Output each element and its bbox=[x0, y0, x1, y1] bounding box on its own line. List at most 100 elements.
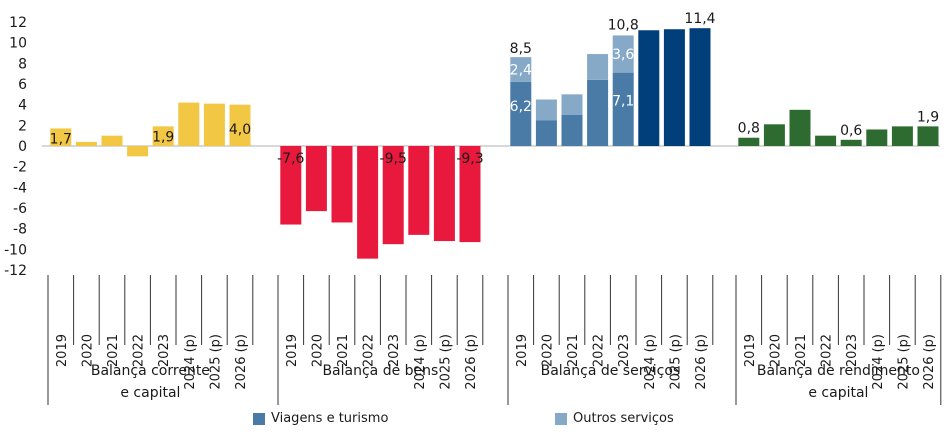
data-label: 0,8 bbox=[738, 121, 760, 137]
category-label: 2024 (p) bbox=[413, 334, 428, 390]
category-label: 2024 (p) bbox=[871, 334, 886, 390]
group-label: Balança de rendimento bbox=[757, 363, 920, 379]
group-label: Balança de serviços bbox=[541, 363, 681, 379]
y-tick-label: 4 bbox=[18, 98, 27, 114]
bar bbox=[763, 124, 785, 146]
y-tick-label: -4 bbox=[13, 180, 27, 196]
bar bbox=[280, 146, 302, 225]
legend-viagens: Viagens e turismo bbox=[253, 411, 388, 426]
category-label: 2020 bbox=[768, 334, 783, 367]
bar bbox=[689, 28, 711, 147]
legend-swatch-outros bbox=[555, 412, 567, 425]
category-label: 2025 (p) bbox=[668, 334, 683, 390]
category-label: 2026 (p) bbox=[234, 334, 249, 390]
category-label: 2023 bbox=[387, 334, 402, 367]
bar-viagens bbox=[535, 120, 557, 146]
bar bbox=[917, 126, 939, 146]
category-label: 2024 (p) bbox=[183, 334, 198, 390]
category-label: 2020 bbox=[80, 334, 95, 367]
bar bbox=[178, 102, 200, 146]
category-label: 2025 (p) bbox=[438, 334, 453, 390]
data-label: 2,4 bbox=[510, 63, 532, 79]
bar-outros bbox=[587, 54, 609, 80]
bar bbox=[203, 103, 225, 146]
data-label: 6,2 bbox=[510, 99, 532, 115]
data-label: 1,9 bbox=[917, 109, 939, 125]
bar bbox=[433, 146, 455, 242]
bar-viagens bbox=[587, 79, 609, 146]
data-label: 4,0 bbox=[229, 122, 251, 138]
category-label: 2025 (p) bbox=[208, 334, 223, 390]
y-tick-label: 8 bbox=[18, 56, 27, 72]
y-tick-label: 6 bbox=[18, 77, 27, 93]
bar bbox=[101, 135, 123, 146]
group-label: Balança de bens bbox=[322, 363, 438, 379]
category-label: 2019 bbox=[285, 334, 300, 367]
bar bbox=[357, 146, 379, 259]
y-tick-label: -2 bbox=[13, 160, 27, 176]
bar bbox=[738, 137, 760, 146]
data-label: 1,9 bbox=[152, 129, 174, 145]
category-label: 2026 (p) bbox=[694, 334, 709, 390]
category-label: 2024 (p) bbox=[643, 334, 658, 390]
bar-outros bbox=[535, 99, 557, 121]
data-label: 7,1 bbox=[612, 94, 634, 110]
legend-outros: Outros serviços bbox=[555, 411, 674, 426]
bar bbox=[305, 146, 327, 212]
category-label: 2020 bbox=[310, 334, 325, 367]
bar bbox=[127, 146, 149, 157]
y-tick-label: 2 bbox=[18, 118, 27, 134]
bar-outros bbox=[612, 35, 634, 73]
category-label: 2026 (p) bbox=[922, 334, 937, 390]
data-label: -9,5 bbox=[380, 151, 407, 167]
category-label: 2019 bbox=[515, 334, 530, 367]
category-label: 2019 bbox=[743, 334, 758, 367]
data-label: 10,8 bbox=[608, 17, 639, 33]
bar bbox=[789, 109, 811, 146]
y-tick-label: 12 bbox=[9, 15, 27, 31]
bar-outros bbox=[510, 57, 532, 82]
data-label: -9,3 bbox=[456, 151, 483, 167]
bar bbox=[840, 139, 862, 146]
bar bbox=[891, 126, 913, 146]
y-tick-label: 0 bbox=[18, 139, 27, 155]
group-label: Balança corrente bbox=[91, 363, 210, 379]
data-label: 0,6 bbox=[840, 123, 862, 139]
data-label: 8,5 bbox=[510, 41, 532, 57]
bar bbox=[229, 104, 251, 146]
bar bbox=[331, 146, 353, 223]
bar bbox=[408, 146, 430, 235]
bar-outros bbox=[561, 94, 583, 115]
bar-viagens bbox=[510, 81, 532, 146]
category-label: 2022 bbox=[820, 334, 835, 367]
category-label: 2021 bbox=[336, 334, 351, 367]
category-label: 2023 bbox=[157, 334, 172, 367]
y-tick-label: -8 bbox=[13, 222, 27, 238]
bar bbox=[638, 30, 660, 147]
y-tick-label: 10 bbox=[9, 36, 27, 52]
data-label: -7,6 bbox=[277, 151, 304, 167]
bar bbox=[382, 146, 404, 245]
category-label: 2021 bbox=[794, 334, 809, 367]
bar bbox=[152, 126, 174, 146]
category-label: 2019 bbox=[55, 334, 70, 367]
data-label: 3,6 bbox=[612, 47, 634, 63]
y-tick-label: -6 bbox=[13, 201, 27, 217]
category-label: 2023 bbox=[845, 334, 860, 367]
category-label: 2023 bbox=[617, 334, 632, 367]
bar bbox=[459, 146, 481, 243]
group-label: e capital bbox=[120, 385, 180, 401]
bar bbox=[50, 128, 72, 146]
category-label: 2026 (p) bbox=[464, 334, 479, 390]
category-label: 2022 bbox=[132, 334, 147, 367]
category-label: 2021 bbox=[106, 334, 121, 367]
bar bbox=[815, 135, 837, 146]
group-label: e capital bbox=[808, 385, 868, 401]
legend-swatch-viagens bbox=[253, 412, 265, 425]
category-label: 2022 bbox=[362, 334, 377, 367]
legend-label-outros: Outros serviços bbox=[573, 411, 674, 426]
category-label: 2020 bbox=[540, 334, 555, 367]
y-tick-label: -10 bbox=[4, 242, 27, 258]
legend-label-viagens: Viagens e turismo bbox=[271, 411, 389, 426]
